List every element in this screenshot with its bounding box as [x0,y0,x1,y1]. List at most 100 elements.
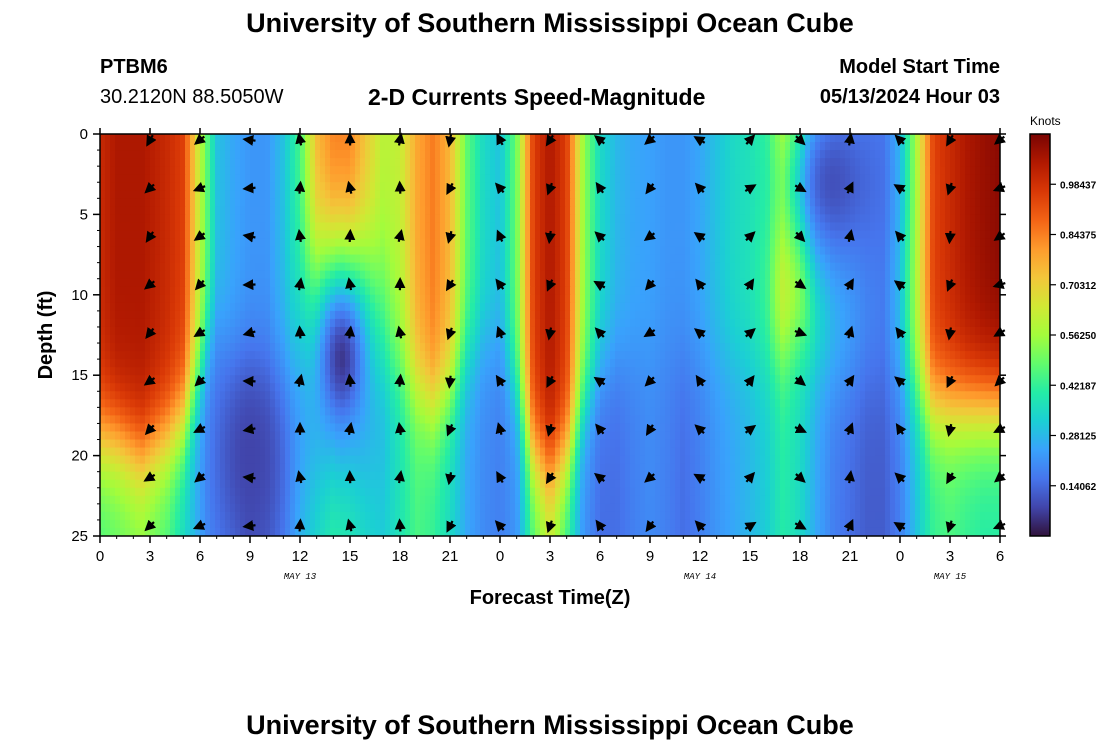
heatmap-cell [990,310,996,320]
heatmap-cell [760,142,766,151]
heatmap-cell [620,182,626,191]
heatmap-cell [695,310,701,320]
heatmap-cell [510,343,516,352]
heatmap-cell [415,166,421,175]
heatmap-cell [335,206,341,215]
heatmap-cell [735,262,741,272]
heatmap-cell [435,286,441,296]
heatmap-cell [730,270,736,280]
heatmap-cell [435,150,441,159]
heatmap-cell [495,150,501,159]
heatmap-cell [450,351,456,360]
heatmap-cell [245,335,251,344]
heatmap-cell [685,158,691,167]
heatmap-cell [735,142,741,151]
heatmap-cell [610,142,616,151]
heatmap-cell [235,278,241,288]
heatmap-cell [365,343,371,352]
heatmap-cell [860,326,866,336]
heatmap-cell [865,182,871,191]
heatmap-cell [500,286,506,296]
heatmap-cell [250,150,256,159]
heatmap-cell [430,222,436,232]
heatmap-cell [800,214,806,224]
heatmap-cell [310,182,316,191]
heatmap-cell [335,262,341,272]
heatmap-cell [710,238,716,248]
heatmap-cell [535,238,541,248]
heatmap-cell [550,246,556,256]
heatmap-cell [760,254,766,264]
heatmap-cell [615,335,621,344]
heatmap-cell [885,214,891,224]
heatmap-cell [730,286,736,296]
heatmap-cell [505,150,511,159]
heatmap-cell [990,238,996,248]
heatmap-cell [590,302,596,312]
heatmap-cell [870,262,876,272]
heatmap-cell [475,230,481,240]
heatmap-cell [975,230,981,240]
heatmap-cell [920,158,926,167]
heatmap-cell [905,326,911,336]
heatmap-cell [840,246,846,256]
heatmap-cell [535,278,541,288]
heatmap-cell [225,238,231,248]
heatmap-cell [745,310,751,320]
heatmap-cell [425,214,431,224]
heatmap-cell [965,206,971,215]
heatmap-cell [150,214,156,224]
heatmap-cell [650,190,656,199]
heatmap-cell [305,310,311,320]
heatmap-cell [955,230,961,240]
heatmap-cell [760,302,766,312]
heatmap-cell [285,214,291,224]
heatmap-cell [285,230,291,240]
heatmap-cell [195,343,201,352]
heatmap-cell [820,343,826,352]
heatmap-cell [480,190,486,199]
heatmap-cell [510,302,516,312]
heatmap-cell [775,230,781,240]
heatmap-cell [495,222,501,232]
heatmap-cell [640,246,646,256]
heatmap-cell [935,198,941,207]
heatmap-cell [440,246,446,256]
heatmap-cell [315,206,321,215]
heatmap-cell [100,198,106,207]
heatmap-cell [270,302,276,312]
heatmap-cell [830,230,836,240]
heatmap-cell [475,190,481,199]
heatmap-cell [445,198,451,207]
heatmap-cell [930,262,936,272]
heatmap-cell [375,318,381,328]
heatmap-cell [515,310,521,320]
heatmap-cell [900,335,906,344]
heatmap-cell [100,158,106,167]
heatmap-cell [290,190,296,199]
heatmap-cell [815,214,821,224]
heatmap-cell [625,142,631,151]
heatmap-cell [735,310,741,320]
heatmap-cell [705,294,711,304]
heatmap-cell [515,343,521,352]
heatmap-cell [385,335,391,344]
heatmap-cell [875,318,881,328]
heatmap-cell [205,158,211,167]
heatmap-cell [845,286,851,296]
heatmap-cell [245,351,251,360]
heatmap-cell [905,238,911,248]
heatmap-cell [515,326,521,336]
heatmap-cell [705,343,711,352]
heatmap-cell [900,158,906,167]
heatmap-cell [890,286,896,296]
heatmap-cell [570,174,576,183]
heatmap-cell [820,174,826,183]
heatmap-cell [320,158,326,167]
heatmap-cell [300,335,306,344]
heatmap-cell [295,214,301,224]
heatmap-cell [635,246,641,256]
heatmap-cell [125,270,131,280]
heatmap-cell [175,286,181,296]
heatmap-cell [410,142,416,151]
